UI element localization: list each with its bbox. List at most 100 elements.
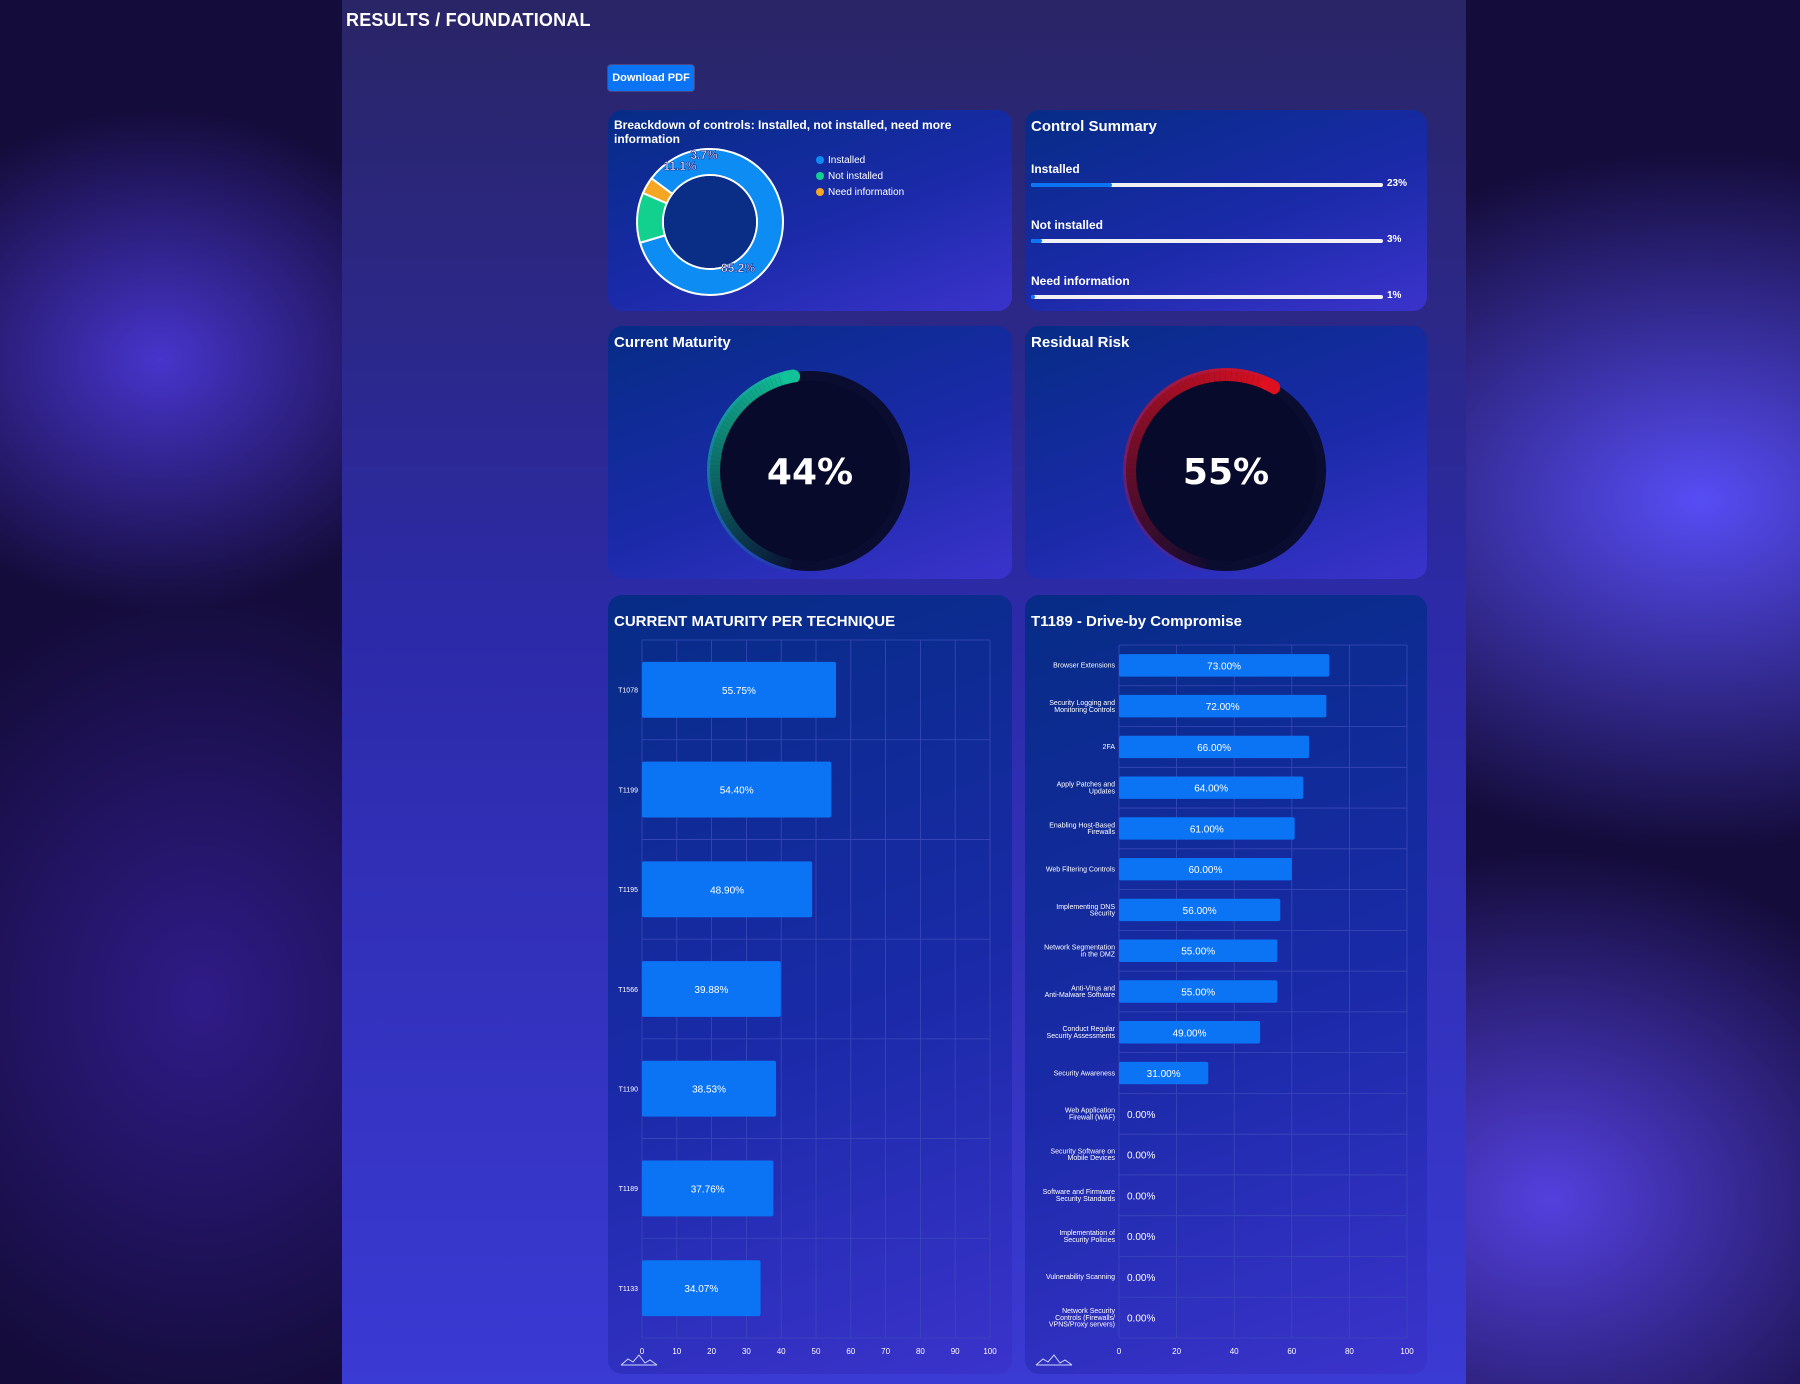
residual-risk-gauge-arc: [1213, 368, 1221, 383]
category-label: Web Application Firewall (WAF): [1065, 1108, 1115, 1122]
bar-4[interactable]: [1119, 817, 1295, 840]
x-tick-label: 30: [742, 1347, 751, 1356]
residual-risk-gauge-arc: [1190, 372, 1201, 388]
summary-pct-need-information: 1%: [1387, 290, 1402, 301]
bar-3[interactable]: [1119, 776, 1304, 799]
bar-5[interactable]: [1119, 857, 1292, 881]
residual-risk-gauge-arc: [1133, 509, 1149, 522]
breakdown-title: Breackdown of controls: Installed, not i…: [614, 118, 952, 146]
residual-risk-gauge-arc: [1199, 557, 1209, 572]
current-maturity-gauge-arc: [736, 533, 750, 547]
chart-logo-icon: [1035, 1354, 1073, 1366]
breakdown-donut-chart: 85.2% 11.1%3.7%: [636, 148, 784, 296]
category-label: T1078: [618, 688, 638, 695]
chart-logo-icon: [620, 1354, 658, 1366]
bar-3[interactable]: [642, 961, 781, 1017]
category-label: T1199: [619, 787, 638, 794]
residual-risk-gauge-arc: [1167, 544, 1180, 560]
bar-2[interactable]: [1119, 735, 1310, 759]
current-maturity-gauge-arc: [717, 509, 732, 520]
residual-risk-title: Residual Risk: [1031, 334, 1130, 351]
residual-risk-gauge-arc: [1194, 555, 1204, 571]
bar-0[interactable]: [642, 661, 837, 718]
category-label: T1566: [618, 987, 638, 994]
residual-risk-gauge-arc: [1245, 370, 1255, 386]
residual-risk-gauge-arc: [1147, 400, 1162, 414]
residual-risk-gauge-inner: [1136, 381, 1316, 561]
current-maturity-gauge-arc: [758, 548, 770, 563]
residual-risk-gauge-arc: [1177, 549, 1189, 565]
category-label: Conduct Regular Security Assessments: [1047, 1026, 1116, 1040]
summary-progress-not-installed: [1031, 239, 1383, 243]
x-tick-label: 20: [1172, 1347, 1181, 1356]
bar-value-label: 73.00%: [1207, 661, 1241, 672]
donut-slice-label: 3.7%: [690, 148, 718, 162]
current-maturity-gauge-arc: [718, 419, 733, 431]
residual-risk-gauge-value: 55%: [1183, 452, 1269, 493]
current-maturity-gauge-arc: [729, 526, 744, 540]
donut-slice-need-information[interactable]: [641, 176, 674, 205]
bar-2[interactable]: [642, 861, 813, 918]
category-label: Security Awareness: [1054, 1070, 1116, 1077]
legend-item-not-installed[interactable]: Not installed: [816, 168, 904, 184]
current-maturity-gauge-arc: [781, 369, 801, 385]
current-maturity-gauge-arc: [784, 557, 793, 572]
residual-risk-gauge-arc: [1123, 457, 1138, 465]
summary-label-need-information: Need information: [1031, 274, 1130, 288]
residual-risk-gauge-arc: [1155, 391, 1170, 407]
current-maturity-gauge-arc: [734, 397, 748, 411]
bar-5[interactable]: [642, 1160, 774, 1217]
x-tick-label: 40: [1230, 1347, 1239, 1356]
current-maturity-gauge-arc: [752, 382, 764, 398]
residual-risk-gauge-arc: [1123, 480, 1139, 488]
summary-progress-fill: [1031, 295, 1035, 299]
current-maturity-gauge-arc: [713, 502, 729, 512]
residual-risk-card: Residual Risk 55%: [1025, 326, 1427, 579]
bar-value-label: 0.00%: [1127, 1232, 1155, 1243]
maturity-per-technique-card: CURRENT MATURITY PER TECHNIQUE 0 10 20 30 40…: [608, 595, 1012, 1374]
drive-by-compromise-chart: 0 20 40 60 80 100 73.00% Browser Extensions 72.0…: [1043, 644, 1414, 1356]
current-maturity-gauge-arc: [708, 486, 724, 494]
bar-0[interactable]: [1119, 654, 1330, 677]
x-tick-label: 100: [1400, 1347, 1414, 1356]
current-maturity-gauge: 44%: [706, 369, 910, 572]
bar-1[interactable]: [1119, 694, 1327, 718]
summary-label-not-installed: Not installed: [1031, 218, 1104, 232]
current-maturity-gauge-arc: [746, 541, 759, 556]
bar-value-label: 0.00%: [1127, 1110, 1155, 1121]
summary-progress-need-information: [1031, 295, 1383, 299]
bar-10[interactable]: [1119, 1061, 1209, 1085]
bar-9[interactable]: [1119, 1021, 1261, 1044]
residual-risk-gauge-arc: [1153, 534, 1168, 549]
bar-6[interactable]: [1119, 898, 1281, 922]
bar-1[interactable]: [642, 761, 832, 818]
bar-value-label: 55.75%: [722, 686, 756, 697]
breakdown-legend: Installed Not installed Need information: [816, 152, 904, 200]
bar-value-label: 55.00%: [1181, 988, 1215, 999]
donut-hole: [664, 176, 756, 268]
current-maturity-gauge-arc: [744, 388, 758, 403]
current-maturity-gauge-arc: [720, 415, 735, 427]
bar-value-label: 72.00%: [1206, 702, 1240, 713]
category-label: Enabling Host-Based Firewalls: [1049, 822, 1115, 836]
legend-item-installed[interactable]: Installed: [816, 152, 904, 168]
x-tick-label: 60: [1287, 1347, 1296, 1356]
residual-risk-gauge-arc: [1135, 514, 1151, 527]
category-label: Vulnerability Scanning: [1046, 1274, 1115, 1281]
residual-risk-gauge-arc: [1125, 440, 1141, 450]
residual-risk-gauge-arc: [1240, 369, 1250, 385]
residual-risk-gauge-arc: [1151, 395, 1166, 410]
current-maturity-gauge-arc: [771, 553, 781, 569]
maturity-per-technique-chart: 0 10 20 30 40 50 60 70 80 90 100 55.75% T1078 54.40% T…: [618, 639, 997, 1356]
legend-item-need-information[interactable]: Need information: [816, 184, 904, 200]
bar-8[interactable]: [1119, 980, 1278, 1003]
download-pdf-button[interactable]: Download PDF: [608, 65, 694, 91]
bar-7[interactable]: [1119, 939, 1278, 962]
bar-4[interactable]: [642, 1060, 777, 1117]
bar-6[interactable]: [642, 1260, 761, 1317]
category-label: Anti-Virus and Anti-Malware Software: [1045, 985, 1116, 999]
category-label: T1195: [619, 887, 638, 894]
current-maturity-gauge-arc: [741, 391, 754, 405]
donut-slice-installed[interactable]: [638, 148, 784, 296]
drive-by-compromise-card: T1189 - Drive-by Compromise 0 20 40 60 80 100…: [1025, 595, 1427, 1374]
